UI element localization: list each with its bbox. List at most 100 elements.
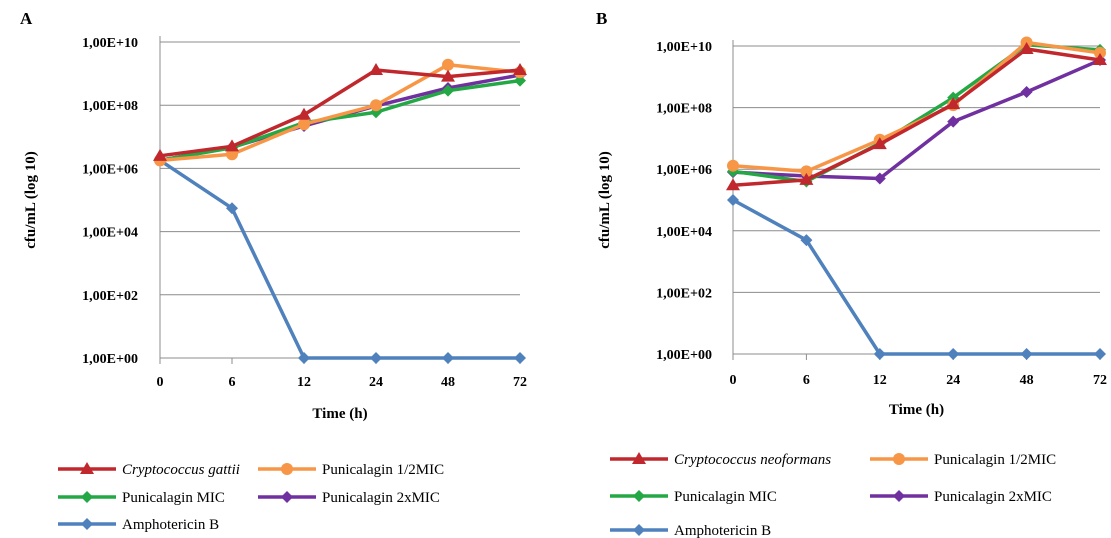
data-point xyxy=(298,118,310,131)
legend-marker xyxy=(281,491,293,503)
data-point xyxy=(1019,41,1034,54)
y-tick-label: 1,00E+06 xyxy=(656,163,712,178)
y-tick-label: 1,00E+06 xyxy=(82,162,138,177)
data-point xyxy=(873,172,886,185)
legend-entry: Punicalagin MIC xyxy=(674,489,777,505)
legend-marker xyxy=(80,462,94,474)
legend-entry: Punicalagin 1/2MIC xyxy=(934,452,1056,468)
series-cryptococcus-gattii xyxy=(153,62,527,161)
data-point xyxy=(947,348,960,360)
data-point xyxy=(800,234,813,247)
data-point xyxy=(726,178,740,191)
data-point xyxy=(727,194,739,206)
x-tick-label: 48 xyxy=(441,375,455,390)
data-point xyxy=(442,84,454,97)
x-tick-label: 0 xyxy=(730,373,737,388)
data-point xyxy=(369,62,383,75)
legend-entry: Punicalagin MIC xyxy=(122,490,225,506)
legend: Cryptococcus neoformans Punicalagin 1/2MI… xyxy=(610,452,1056,538)
legend-entry: Cryptococcus gattii xyxy=(122,462,240,478)
data-point xyxy=(1020,348,1033,360)
data-point xyxy=(370,99,382,112)
y-axis-title: cfu/mL (log 10) xyxy=(23,151,39,249)
series-line xyxy=(159,68,521,158)
y-tick-label: 1,00E+08 xyxy=(656,102,712,117)
data-point xyxy=(225,139,239,152)
data-point xyxy=(800,165,813,178)
data-point xyxy=(1094,46,1106,59)
legend-marker xyxy=(633,490,645,502)
data-point xyxy=(727,159,739,172)
data-point xyxy=(947,115,960,128)
panel-label: A xyxy=(20,9,33,28)
legend-entry: Amphotericin B xyxy=(122,517,219,533)
legend-marker xyxy=(633,524,645,536)
x-tick-label: 24 xyxy=(946,373,960,388)
data-point xyxy=(153,148,167,161)
legend-entry: Cryptococcus neoformans xyxy=(674,452,831,468)
y-tick-label: 1,00E+00 xyxy=(82,352,138,367)
y-tick-label: 1,00E+10 xyxy=(82,36,138,51)
legend-entry: Punicalagin 1/2MIC xyxy=(322,462,444,478)
legend-marker xyxy=(81,518,93,530)
x-tick-label: 6 xyxy=(803,373,810,388)
data-point xyxy=(873,348,886,360)
x-tick-label: 0 xyxy=(157,375,164,390)
series-punicalagin-mic xyxy=(154,74,526,167)
y-axis-title: cfu/mL (log 10) xyxy=(597,151,613,249)
data-point xyxy=(298,352,310,364)
data-point xyxy=(370,352,382,364)
x-tick-label: 24 xyxy=(369,375,383,390)
chart-panel-a: A 1,00E+00 1,00E+02 1,00E+04 1,00E+06 1,00E+0… xyxy=(20,9,527,533)
data-point xyxy=(514,352,526,364)
y-tick-label: 1,00E+04 xyxy=(82,226,138,241)
data-point xyxy=(1093,53,1107,66)
series-line xyxy=(732,42,1101,184)
legend-marker xyxy=(893,490,905,502)
data-point xyxy=(442,352,454,364)
data-point xyxy=(297,107,311,120)
legend-marker xyxy=(632,452,646,464)
x-axis-title: Time (h) xyxy=(312,406,367,422)
data-point xyxy=(226,202,238,215)
data-point xyxy=(872,137,887,150)
legend-marker xyxy=(81,491,93,503)
series-line xyxy=(159,158,520,360)
series-line xyxy=(159,78,521,163)
x-axis-title: Time (h) xyxy=(889,402,944,418)
data-point xyxy=(513,62,527,75)
series-line xyxy=(159,63,521,163)
series-cryptococcus-neoformans xyxy=(726,41,1107,191)
legend-entry: Punicalagin 2xMIC xyxy=(322,490,440,506)
y-tick-label: 1,00E+04 xyxy=(656,225,712,240)
y-tick-label: 1,00E+08 xyxy=(82,99,138,114)
data-point xyxy=(1094,348,1106,360)
series-punicalagin-1-2mic xyxy=(154,58,526,167)
data-point xyxy=(441,69,455,82)
legend-entry: Punicalagin 2xMIC xyxy=(934,489,1052,505)
legend-entry: Amphotericin B xyxy=(674,523,771,538)
x-tick-label: 72 xyxy=(513,375,527,390)
data-point xyxy=(442,58,454,71)
chart-panel-b: B 1,00E+00 1,00E+02 1,00E+04 1,00E+06 1,00E+0… xyxy=(596,9,1107,538)
series-punicalagin-mic xyxy=(727,38,1106,188)
data-point xyxy=(946,97,961,110)
series-line xyxy=(732,198,1100,356)
panel-label: B xyxy=(596,9,607,28)
legend: Cryptococcus gattii Punicalagin 1/2MIC Pun… xyxy=(58,462,444,533)
y-tick-label: 1,00E+10 xyxy=(656,40,712,55)
x-tick-label: 72 xyxy=(1093,373,1107,388)
legend-marker xyxy=(281,463,293,475)
series-amphotericin-b xyxy=(154,154,526,364)
data-point xyxy=(799,172,814,185)
x-tick-label: 6 xyxy=(229,375,236,390)
legend-marker xyxy=(893,453,905,465)
x-tick-label: 12 xyxy=(873,373,887,388)
data-point xyxy=(514,74,526,87)
x-tick-label: 12 xyxy=(297,375,311,390)
series-line xyxy=(732,58,1101,181)
y-tick-label: 1,00E+00 xyxy=(656,348,712,363)
y-tick-label: 1,00E+02 xyxy=(656,286,712,301)
x-tick-label: 48 xyxy=(1020,373,1034,388)
